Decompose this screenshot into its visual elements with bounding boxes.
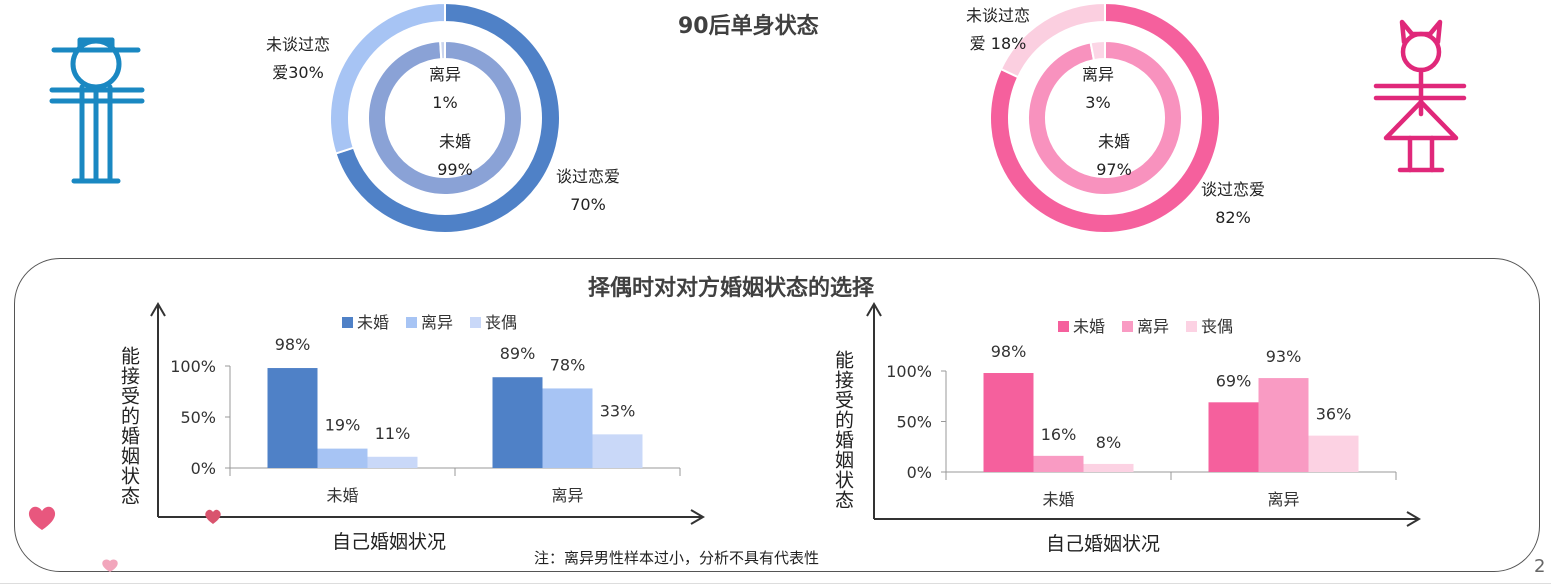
legend-label: 丧偶: [485, 313, 517, 332]
bar: [983, 373, 1034, 472]
bar-value-label: 98%: [991, 342, 1027, 361]
legend-swatch: [1186, 321, 1197, 332]
inner-ring-slice: [367, 39, 523, 196]
bar: [1083, 463, 1134, 472]
y-tick-label: 0%: [907, 463, 932, 482]
y-tick-label: 100%: [170, 357, 216, 376]
page-number: 2: [1534, 556, 1546, 577]
x-tick-label: 离异: [551, 486, 583, 505]
bar-value-label: 36%: [1316, 405, 1352, 424]
legend-swatch: [1058, 321, 1069, 332]
bar-value-label: 16%: [1041, 425, 1077, 444]
y-tick-label: 100%: [886, 362, 932, 381]
legend-label: 未婚: [1073, 317, 1105, 336]
y-arrowhead: [150, 302, 166, 317]
female-inner-label-divorced: 离异 3%: [1081, 65, 1114, 112]
bar-value-label: 93%: [1266, 347, 1302, 366]
legend-label: 未婚: [357, 313, 389, 332]
comparison-panel: [14, 258, 1540, 572]
bar: [1258, 378, 1309, 472]
bar: [1308, 435, 1359, 472]
footnote: 注：离异男性样本过小，分析不具有代表性: [534, 549, 820, 567]
heart-icon: [28, 506, 56, 530]
male-outer-label-dated: 谈过恋爱 70%: [555, 167, 620, 214]
y-tick-label: 0%: [191, 459, 216, 478]
bar: [542, 388, 593, 468]
inner-ring-slice: [1089, 39, 1106, 62]
x-tick-label: 未婚: [326, 486, 358, 505]
male-figure-icon: [49, 37, 145, 184]
inner-ring-slice: [439, 39, 446, 61]
right-y-axis-label: 能接受的婚姻状态: [832, 350, 854, 510]
outer-ring-slice: [999, 1, 1106, 79]
bar-value-label: 69%: [1216, 371, 1252, 390]
outer-ring-slice: [989, 1, 1221, 234]
legend-swatch: [406, 317, 417, 328]
legend-label: 离异: [1137, 317, 1169, 336]
outer-ring-slice: [329, 1, 446, 155]
female-inner-label-unmarried: 未婚 97%: [1096, 132, 1132, 179]
right-x-axis-label: 自己婚姻状况: [1046, 533, 1161, 555]
female-outer-label-never: 未谈过恋爱 18%: [965, 6, 1030, 53]
male-outer-label-never: 未谈过恋 爱30%: [265, 35, 330, 82]
legend-swatch: [342, 317, 353, 328]
x-tick-label: 未婚: [1042, 490, 1074, 509]
bar-value-label: 98%: [275, 335, 311, 354]
male-inner-label-divorced: 离异 1%: [428, 65, 461, 112]
outer-ring-slice: [334, 1, 561, 234]
bar: [267, 368, 318, 468]
bar-value-label: 8%: [1096, 433, 1121, 452]
x-arrowhead: [690, 509, 705, 525]
inner-ring-slice: [1027, 39, 1183, 196]
section-title: 择偶时对对方婚姻状态的选择: [588, 276, 875, 301]
legend-swatch: [1122, 321, 1133, 332]
y-tick-label: 50%: [180, 408, 216, 427]
legend-swatch: [470, 317, 481, 328]
bar: [317, 448, 368, 468]
page-title: 90后单身状态: [678, 14, 819, 39]
heart-icon: [102, 559, 118, 572]
left-x-axis-label: 自己婚姻状况: [332, 531, 447, 553]
x-arrowhead: [1406, 511, 1421, 527]
female-figure-icon: [1373, 19, 1467, 173]
bottom-divider: [0, 583, 1551, 584]
bar: [492, 377, 543, 468]
bar-value-label: 89%: [500, 344, 536, 363]
left-y-axis-label: 能接受的婚姻状态: [118, 346, 140, 506]
legend-label: 丧偶: [1201, 317, 1233, 336]
female-donut-chart: [989, 1, 1221, 234]
bar-value-label: 19%: [325, 416, 361, 435]
y-arrowhead: [866, 302, 882, 317]
x-tick-label: 离异: [1267, 490, 1299, 509]
bar: [367, 456, 418, 468]
bar-value-label: 78%: [550, 355, 586, 374]
male-inner-label-unmarried: 未婚 99%: [437, 132, 473, 179]
bar-value-label: 11%: [375, 424, 411, 443]
female-outer-label-dated: 谈过恋爱 82%: [1200, 180, 1265, 227]
bar: [1033, 455, 1084, 472]
bar: [592, 434, 643, 468]
male-donut-chart: [329, 1, 561, 234]
bar: [1208, 402, 1259, 472]
y-tick-label: 50%: [896, 413, 932, 432]
heart-icon: [205, 509, 221, 524]
bar-value-label: 33%: [600, 401, 636, 420]
legend-label: 离异: [421, 313, 453, 332]
